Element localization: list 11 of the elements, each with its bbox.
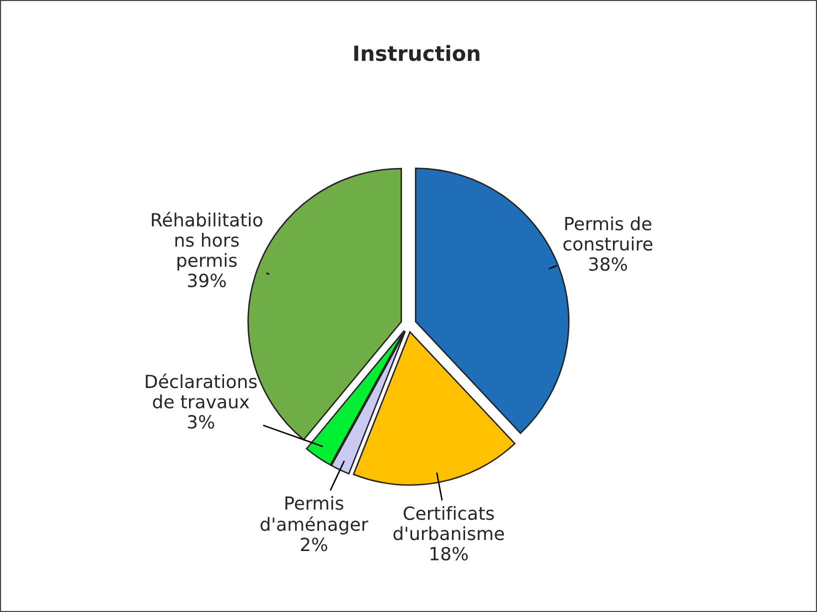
- slice-label: Permis de construire: [563, 216, 652, 251]
- slice-label: Permis d'aménager: [260, 496, 368, 535]
- slice-label: Certificats d'urbanisme: [393, 506, 504, 540]
- data-label: 39%: [188, 274, 226, 288]
- data-label: 3%: [188, 415, 214, 429]
- data-label: 2%: [300, 538, 328, 552]
- data-label: 38%: [589, 257, 627, 271]
- chart-title: Instruction: [354, 45, 480, 62]
- data-label: 18%: [430, 546, 468, 560]
- slice-label: Réhabilitatio ns hors permis: [152, 212, 262, 271]
- slice-label: Déclarations de travaux: [146, 374, 257, 408]
